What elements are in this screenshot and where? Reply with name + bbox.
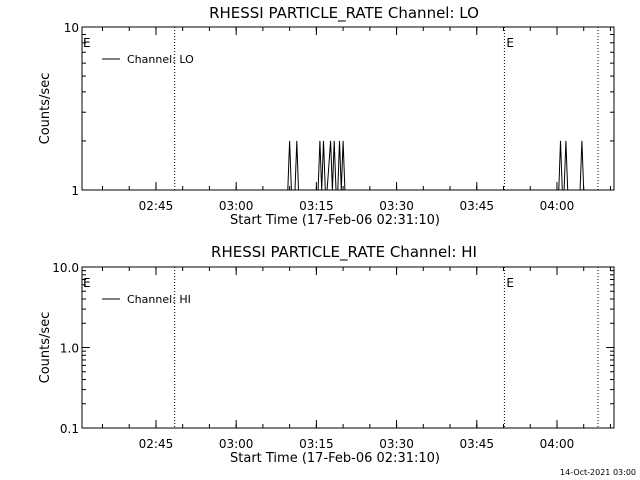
x-axis-label: Start Time (17-Feb-06 02:31:10)	[230, 451, 440, 466]
y-tick-label: 0.1	[60, 422, 79, 436]
x-tick-label: 03:30	[379, 199, 414, 213]
y-axis-label: Counts/sec	[38, 73, 53, 145]
x-tick-label: 02:45	[139, 199, 174, 213]
edge-marker: E	[83, 36, 91, 50]
chart-panel-1: RHESSI PARTICLE_RATE Channel: LO 02:45 03:…	[38, 4, 615, 228]
footer-timestamp: 14-Oct-2021 03:00	[560, 468, 636, 477]
chart-title: RHESSI PARTICLE_RATE Channel: HI	[211, 243, 477, 262]
y-tick-label: 10	[64, 21, 79, 35]
x-tick-label: 03:00	[219, 199, 254, 213]
chart-panel-2: RHESSI PARTICLE_RATE Channel: HI 02:45 03:…	[38, 243, 615, 466]
x-tick-label: 03:15	[299, 199, 334, 213]
event-line-label: E	[506, 36, 514, 50]
x-tick-label: 04:00	[540, 199, 575, 213]
series-line	[82, 140, 614, 191]
y-tick-label: 1.0	[60, 342, 79, 356]
plot-frame	[81, 266, 615, 429]
y-tick-label: 10.0	[52, 261, 79, 275]
plot-frame	[81, 26, 615, 191]
x-tick-label: 04:00	[540, 437, 575, 451]
x-tick-label: 03:00	[219, 437, 254, 451]
x-axis-label: Start Time (17-Feb-06 02:31:10)	[230, 213, 440, 228]
edge-marker: E	[83, 276, 91, 290]
x-tick-label: 03:15	[299, 437, 334, 451]
chart-title: RHESSI PARTICLE_RATE Channel: LO	[209, 4, 479, 23]
y-axis-label: Counts/sec	[38, 312, 53, 384]
legend-entry: Channel: LO	[127, 53, 194, 66]
x-tick-label: 03:45	[459, 437, 494, 451]
event-line-label: E	[506, 276, 514, 290]
x-tick-label: 03:30	[379, 437, 414, 451]
y-tick-label: 1	[71, 184, 79, 198]
legend-entry: Channel: HI	[127, 293, 191, 306]
x-tick-label: 02:45	[139, 437, 174, 451]
x-tick-label: 03:45	[459, 199, 494, 213]
